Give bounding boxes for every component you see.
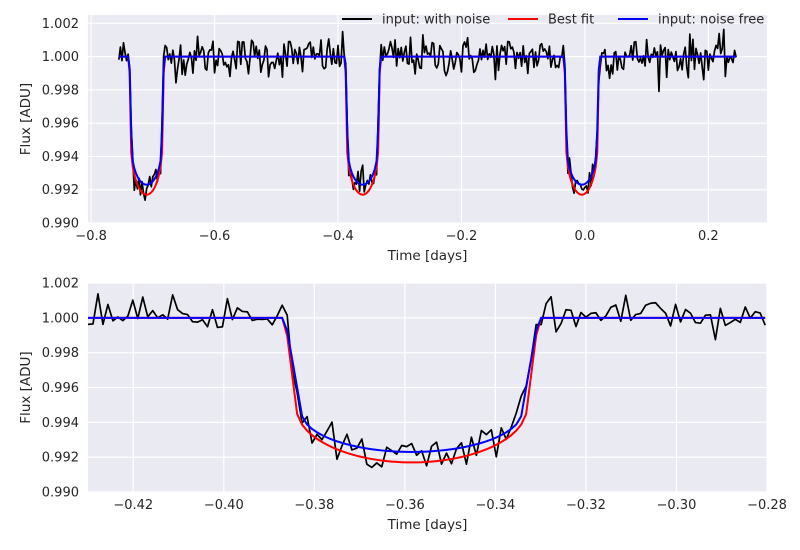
y-tick-label: 0.990 xyxy=(42,217,79,232)
x-tick-label: 0.2 xyxy=(698,229,719,244)
y-tick-label: 1.002 xyxy=(42,277,79,292)
x-tick-label: −0.28 xyxy=(747,498,787,513)
y-tick-label: 0.996 xyxy=(42,381,79,396)
top-light-curve-panel: −0.8 −0.6 −0.4 −0.2 0.0 0.2 0.990 0.992 0.994 0.9… xyxy=(18,13,767,264)
zoomed-transit-panel: −0.42 −0.40 −0.38 −0.36 −0.34 −0.32 −0.30 −0.28… xyxy=(18,277,787,534)
legend: input: with noise Best fit input: noise fr… xyxy=(342,13,764,28)
plot-area xyxy=(118,28,737,201)
x-tick-label: −0.2 xyxy=(446,229,478,244)
x-tick-label: −0.6 xyxy=(199,229,231,244)
x-tick-label: −0.8 xyxy=(75,229,107,244)
y-axis-label: Flux [ADU] xyxy=(18,83,34,155)
y-tick-label: 0.994 xyxy=(42,416,79,431)
y-tick-label: 0.992 xyxy=(42,451,79,466)
series-with-noise-line xyxy=(118,28,737,201)
plot-background xyxy=(88,15,767,223)
y-tick-label: 1.000 xyxy=(42,50,79,65)
plot-area xyxy=(88,293,766,469)
x-tick-label: −0.42 xyxy=(113,498,153,513)
y-tick-label: 0.998 xyxy=(42,346,79,361)
series-with-noise-line xyxy=(88,293,766,469)
x-tick-label: −0.34 xyxy=(475,498,515,513)
legend-label: input: noise free xyxy=(658,13,764,28)
x-tick-label: 0.0 xyxy=(575,229,596,244)
x-axis-label: Time [days] xyxy=(387,248,468,264)
x-axis-label: Time [days] xyxy=(387,517,468,533)
y-tick-label: 0.990 xyxy=(42,486,79,501)
y-tick-label: 1.002 xyxy=(42,17,79,32)
y-tick-label: 1.000 xyxy=(42,311,79,326)
legend-label: Best fit xyxy=(548,13,594,28)
x-tick-label: −0.40 xyxy=(204,498,244,513)
legend-label: input: with noise xyxy=(382,13,490,28)
series-noise-free-line xyxy=(118,55,737,186)
series-noise-free-line xyxy=(88,316,766,453)
y-axis-label: Flux [ADU] xyxy=(18,351,34,423)
y-tick-label: 0.998 xyxy=(42,83,79,98)
x-tick-label: −0.38 xyxy=(294,498,334,513)
y-tick-label: 0.994 xyxy=(42,150,79,165)
x-tick-label: −0.4 xyxy=(322,229,354,244)
y-tick-label: 0.996 xyxy=(42,117,79,132)
y-tick-label: 0.992 xyxy=(42,183,79,198)
x-tick-label: −0.30 xyxy=(657,498,697,513)
x-tick-label: −0.32 xyxy=(566,498,606,513)
x-tick-label: −0.36 xyxy=(385,498,425,513)
